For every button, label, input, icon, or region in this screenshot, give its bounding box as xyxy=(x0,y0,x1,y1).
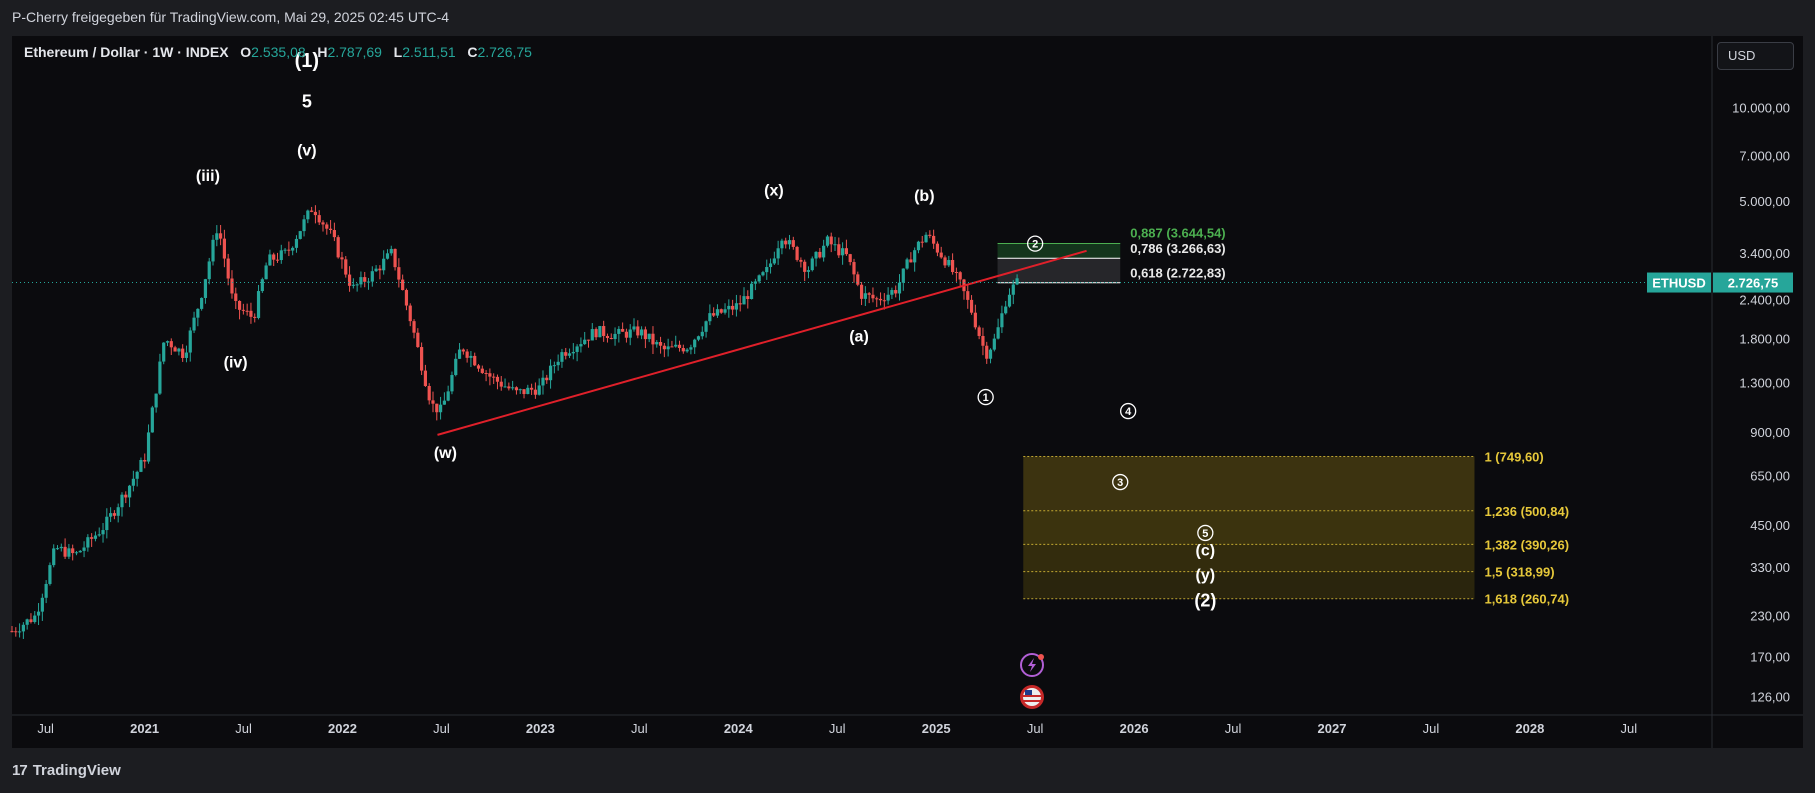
high-label: H xyxy=(317,44,328,60)
close-label: C xyxy=(467,44,478,60)
chart-panel[interactable] xyxy=(12,36,1803,748)
top-bar: P-Cherry freigegeben für TradingView.com… xyxy=(0,0,1815,36)
open-value: 2.535,08 xyxy=(251,44,306,60)
tradingview-brand[interactable]: 17 TradingView xyxy=(12,762,121,779)
symbol-legend[interactable]: Ethereum / Dollar · 1W · INDEX O2.535,08… xyxy=(24,44,532,60)
currency-selector[interactable]: USD xyxy=(1717,42,1794,70)
low-value: 2.511,51 xyxy=(402,44,456,60)
open-label: O xyxy=(240,44,252,60)
share-info: P-Cherry freigegeben für TradingView.com… xyxy=(12,9,450,25)
symbol-title[interactable]: Ethereum / Dollar · 1W · INDEX xyxy=(24,44,229,60)
high-value: 2.787,69 xyxy=(327,44,382,60)
low-label: L xyxy=(393,44,403,60)
brand-name: TradingView xyxy=(32,762,121,779)
tradingview-logo-icon: 17 xyxy=(12,762,28,779)
close-value: 2.726,75 xyxy=(477,44,532,60)
footer-bar xyxy=(0,750,1815,793)
